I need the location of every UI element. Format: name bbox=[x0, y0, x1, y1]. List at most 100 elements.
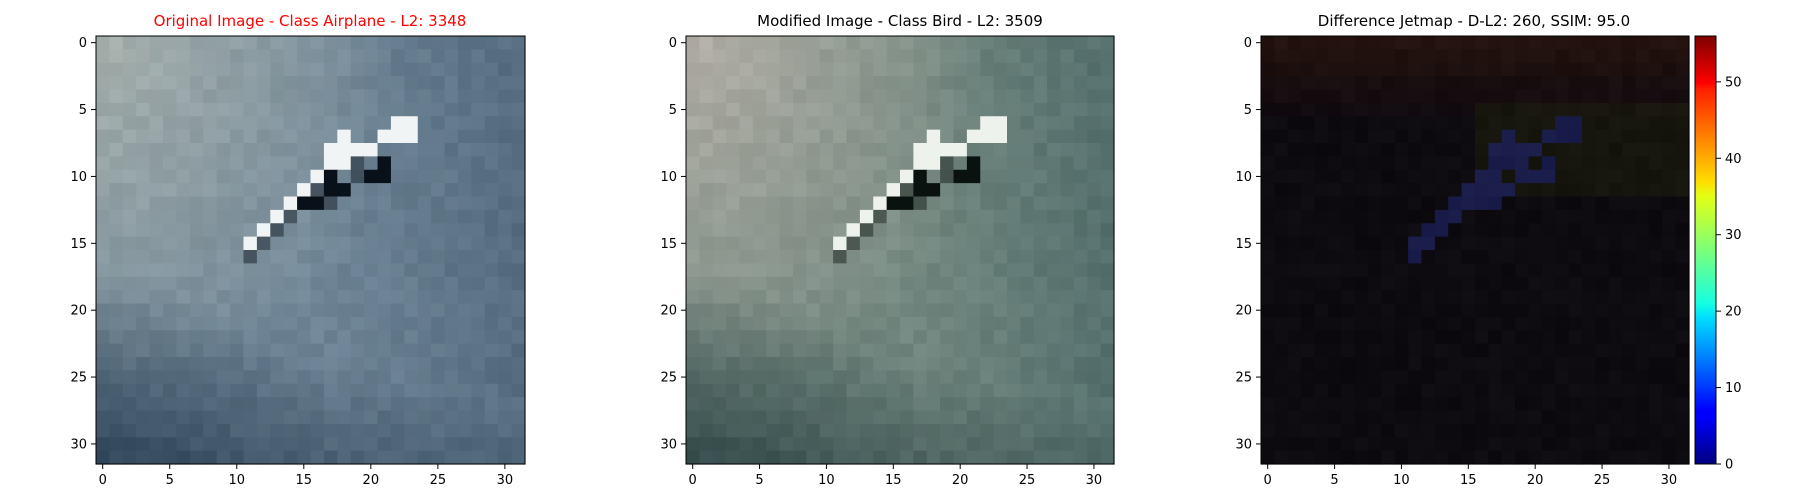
image-pixel bbox=[417, 290, 432, 305]
image-pixel bbox=[337, 236, 352, 251]
image-pixel bbox=[1341, 423, 1356, 438]
image-pixel bbox=[1434, 290, 1449, 305]
image-pixel bbox=[1274, 250, 1289, 264]
image-pixel bbox=[176, 49, 191, 64]
image-pixel bbox=[739, 183, 754, 198]
image-pixel bbox=[1287, 143, 1302, 157]
image-pixel bbox=[1541, 236, 1556, 251]
image-pixel bbox=[900, 102, 914, 117]
image-pixel bbox=[873, 263, 888, 278]
image-pixel bbox=[1381, 383, 1396, 398]
image-pixel bbox=[149, 143, 164, 157]
image-pixel bbox=[726, 437, 741, 452]
image-pixel bbox=[1635, 437, 1650, 452]
image-pixel bbox=[1060, 263, 1075, 278]
image-pixel bbox=[243, 397, 258, 412]
image-pixel bbox=[1341, 276, 1356, 291]
image-pixel bbox=[739, 383, 754, 398]
image-pixel bbox=[364, 169, 379, 184]
image-pixel bbox=[900, 116, 914, 131]
image-pixel bbox=[686, 76, 700, 91]
image-pixel bbox=[953, 437, 968, 452]
image-pixel bbox=[1047, 450, 1062, 465]
image-pixel bbox=[793, 89, 807, 104]
image-pixel bbox=[819, 116, 834, 131]
image-pixel bbox=[243, 143, 258, 157]
image-pixel bbox=[779, 223, 794, 238]
image-pixel bbox=[953, 423, 968, 438]
image-pixel bbox=[1408, 89, 1423, 104]
image-pixel bbox=[1421, 316, 1436, 331]
image-pixel bbox=[390, 263, 405, 278]
y-tick-label: 5 bbox=[669, 103, 677, 118]
image-pixel bbox=[270, 76, 285, 91]
image-pixel bbox=[900, 156, 914, 171]
image-pixel bbox=[498, 316, 513, 331]
image-pixel bbox=[859, 62, 874, 77]
image-pixel bbox=[1608, 49, 1623, 64]
image-pixel bbox=[1274, 290, 1289, 305]
image-pixel bbox=[1368, 209, 1382, 224]
image-pixel bbox=[1635, 196, 1650, 211]
image-pixel bbox=[256, 383, 271, 398]
image-pixel bbox=[1381, 36, 1396, 50]
image-pixel bbox=[1341, 316, 1356, 331]
image-pixel bbox=[1354, 397, 1369, 412]
image-pixel bbox=[1047, 49, 1062, 64]
image-pixel bbox=[1555, 357, 1570, 371]
image-pixel bbox=[1261, 223, 1275, 238]
image-pixel bbox=[484, 316, 499, 331]
image-pixel bbox=[176, 383, 191, 398]
image-pixel bbox=[1568, 423, 1583, 438]
image-pixel bbox=[1421, 36, 1436, 50]
image-pixel bbox=[498, 330, 513, 345]
image-pixel bbox=[1033, 357, 1048, 371]
image-pixel bbox=[726, 116, 741, 131]
image-pixel bbox=[297, 223, 312, 238]
image-pixel bbox=[377, 370, 392, 385]
image-pixel bbox=[1461, 129, 1476, 144]
image-pixel bbox=[766, 223, 781, 238]
image-pixel bbox=[256, 196, 271, 211]
image-pixel bbox=[1287, 276, 1302, 291]
image-pixel bbox=[779, 143, 794, 157]
image-pixel bbox=[390, 102, 405, 117]
image-pixel bbox=[1033, 156, 1048, 171]
image-pixel bbox=[243, 276, 258, 291]
image-pixel bbox=[364, 370, 379, 385]
image-pixel bbox=[498, 196, 513, 211]
image-pixel bbox=[1047, 423, 1062, 438]
image-pixel bbox=[953, 343, 968, 358]
image-pixel bbox=[779, 410, 794, 425]
image-pixel bbox=[699, 36, 714, 50]
image-pixel bbox=[846, 263, 861, 278]
image-pixel bbox=[1488, 49, 1503, 64]
image-pixel bbox=[1314, 343, 1329, 358]
image-pixel bbox=[1448, 62, 1463, 77]
image-pixel bbox=[149, 357, 164, 371]
image-pixel bbox=[980, 89, 995, 104]
image-pixel bbox=[1488, 303, 1503, 318]
image-pixel bbox=[819, 223, 834, 238]
image-pixel bbox=[283, 209, 298, 224]
image-pixel bbox=[1274, 450, 1289, 465]
image-pixel bbox=[96, 36, 111, 50]
image-pixel bbox=[163, 316, 178, 331]
image-pixel bbox=[283, 450, 298, 465]
image-pixel bbox=[1007, 76, 1021, 91]
image-pixel bbox=[1020, 62, 1035, 77]
image-pixel bbox=[1608, 209, 1623, 224]
image-pixel bbox=[163, 236, 178, 251]
image-pixel bbox=[819, 89, 834, 104]
image-pixel bbox=[1354, 169, 1369, 184]
image-pixel bbox=[1073, 129, 1088, 144]
image-pixel bbox=[1595, 276, 1610, 291]
image-pixel bbox=[1675, 129, 1690, 144]
image-pixel bbox=[444, 169, 459, 184]
image-pixel bbox=[404, 316, 419, 331]
image-pixel bbox=[1408, 129, 1423, 144]
image-pixel bbox=[1047, 116, 1062, 131]
image-pixel bbox=[1287, 89, 1302, 104]
image-pixel bbox=[913, 330, 928, 345]
